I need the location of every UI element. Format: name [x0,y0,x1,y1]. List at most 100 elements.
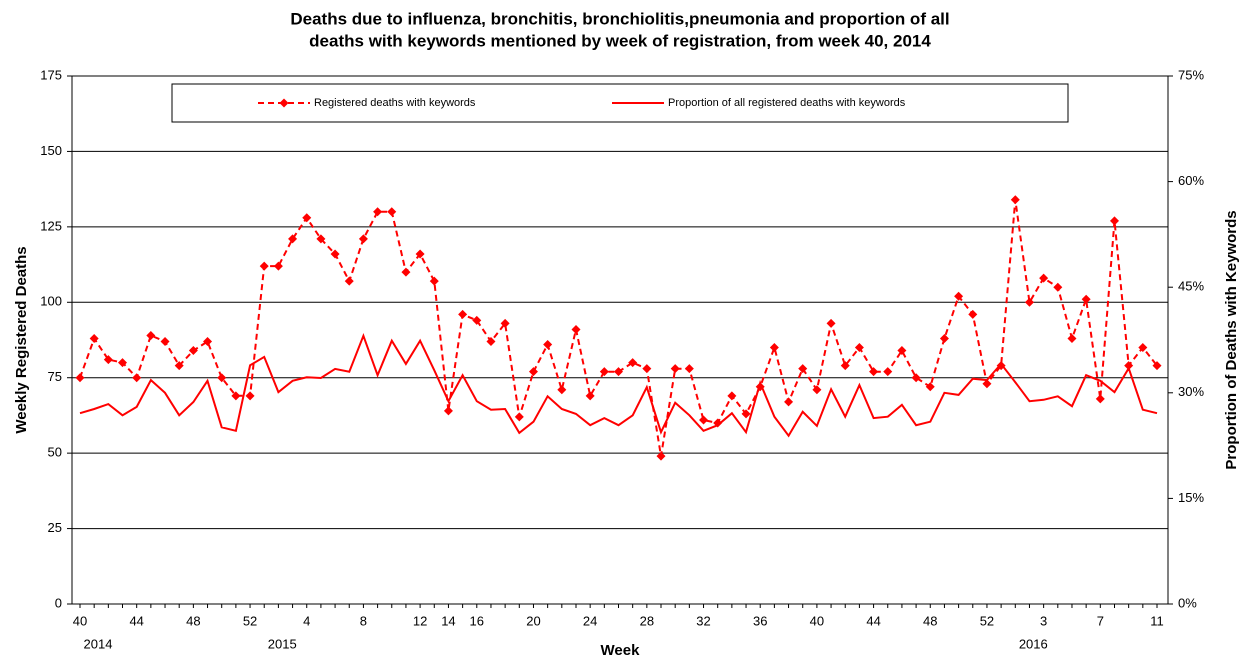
x-tick-label: 40 [810,613,824,628]
y2-tick-label: 60% [1178,173,1204,188]
data-point [1053,282,1063,292]
data-point [741,409,751,419]
data-point [1081,294,1091,304]
x-tick-label: 28 [640,613,654,628]
data-point [939,333,949,343]
y2-tick-label: 0% [1178,595,1197,610]
x-tick-label: 16 [470,613,484,628]
data-point [486,337,496,347]
y2-tick-label: 75% [1178,67,1204,82]
data-point [1039,273,1049,283]
data-point [557,385,567,395]
x-axis-label: Week [601,642,641,659]
data-point [826,318,836,328]
chart-title: deaths with keywords mentioned by week o… [309,31,931,50]
data-point [1067,333,1077,343]
x-tick-label: 11 [1150,613,1164,628]
x-tick-label: 3 [1040,613,1047,628]
data-point [628,358,638,368]
series-line [79,332,1158,438]
data-point [103,355,113,365]
x-tick-label: 48 [923,613,937,628]
y-tick-label: 0 [55,595,62,610]
x-tick-label: 36 [753,613,767,628]
data-point [883,367,893,377]
data-point [316,234,326,244]
data-point [840,361,850,371]
data-point [259,261,269,271]
data-point [401,267,411,277]
data-point [528,367,538,377]
data-point [699,415,709,425]
x-tick-label: 40 [73,613,87,628]
y-tick-label: 175 [40,67,62,82]
data-point [925,382,935,392]
x-tick-label: 12 [413,613,427,628]
data-point [514,412,524,422]
data-point [245,391,255,401]
data-point [231,391,241,401]
data-point [954,291,964,301]
data-point [854,343,864,353]
data-point [571,324,581,334]
data-point [330,249,340,259]
data-point [684,364,694,374]
data-point [1024,297,1034,307]
data-point [160,337,170,347]
data-point [1095,394,1105,404]
y2-tick-label: 30% [1178,384,1204,399]
data-point [358,234,368,244]
y2-tick-label: 45% [1178,279,1204,294]
y2-axis-label: Proportion of Deaths with Keywords [1223,210,1240,469]
data-point [911,373,921,383]
x-tick-label: 32 [696,613,710,628]
data-point [656,451,666,461]
plot-frame [71,75,1169,605]
data-point [784,397,794,407]
data-point [968,309,978,319]
data-point [443,406,453,416]
data-point [344,276,354,286]
y-tick-label: 75 [48,369,62,384]
data-point [1010,195,1020,205]
x-tick-label: 20 [526,613,540,628]
data-point [769,343,779,353]
data-point [273,261,283,271]
data-point [642,364,652,374]
data-point [599,367,609,377]
y-tick-label: 150 [40,143,62,158]
x-tick-label: 48 [186,613,200,628]
data-point [1124,361,1134,371]
y-tick-label: 25 [48,520,62,535]
data-point [188,346,198,356]
data-point [75,373,85,383]
data-point [500,318,510,328]
data-point [472,315,482,325]
y-axis-label: Weekly Registered Deaths [13,246,30,433]
data-point [429,276,439,286]
data-point [543,340,553,350]
y-tick-label: 50 [48,445,62,460]
data-point [1152,361,1162,371]
x-group-label: 2015 [268,636,297,651]
x-tick-label: 52 [980,613,994,628]
x-tick-label: 52 [243,613,257,628]
x-tick-label: 7 [1097,613,1104,628]
data-point [146,330,156,340]
x-group-label: 2016 [1019,636,1048,651]
x-tick-label: 8 [360,613,367,628]
y2-tick-label: 15% [1178,490,1204,505]
data-point [387,207,397,217]
data-point [869,367,879,377]
data-point [727,391,737,401]
x-tick-label: 14 [441,613,455,628]
data-point [897,346,907,356]
data-point [118,358,128,368]
data-point [415,249,425,259]
data-point [302,213,312,223]
data-point [373,207,383,217]
legend-marker [279,98,289,108]
data-point [458,309,468,319]
x-tick-label: 4 [303,613,310,628]
